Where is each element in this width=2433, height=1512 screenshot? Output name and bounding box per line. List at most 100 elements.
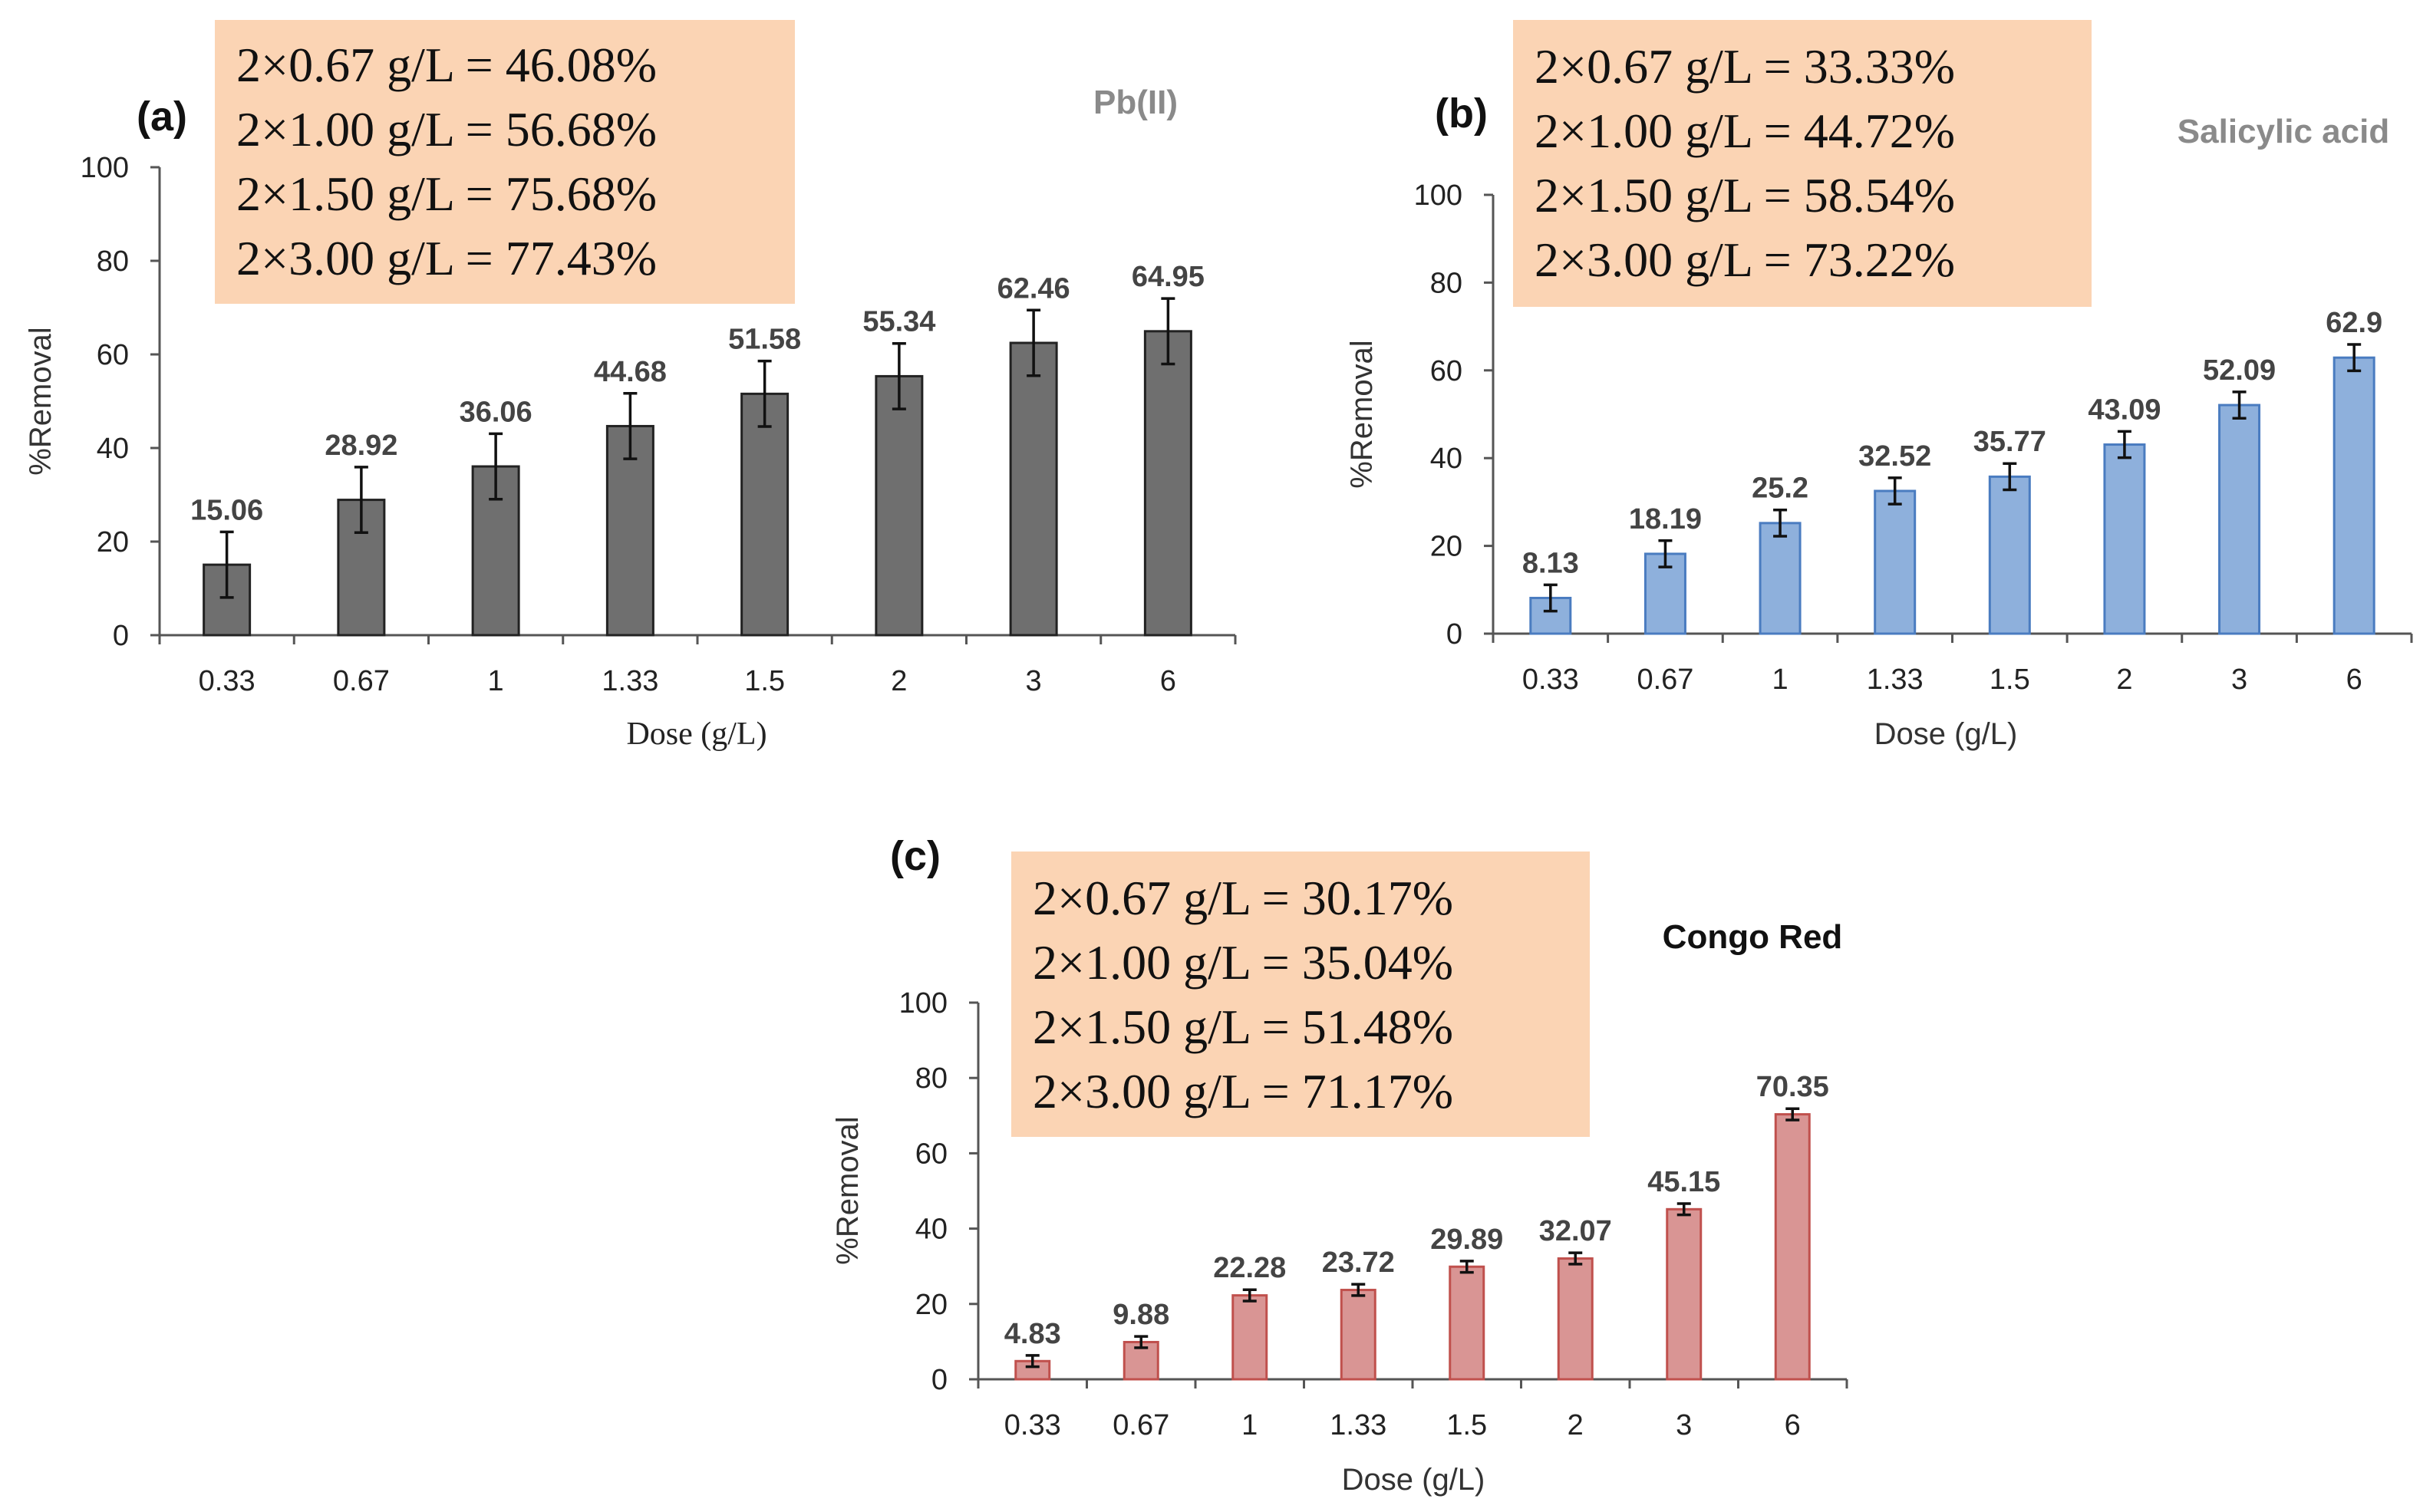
x-tick-label: 1.5 (1990, 664, 2030, 696)
x-tick-label: 2 (891, 665, 907, 697)
data-label: 64.95 (1132, 261, 1205, 293)
note-line: 2×1.00 g/L = 56.68% (236, 102, 657, 156)
data-label: 70.35 (1756, 1071, 1829, 1103)
note-line: 2×0.67 g/L = 46.08% (236, 38, 657, 92)
x-tick-label: 6 (1785, 1409, 1801, 1441)
note-box (215, 20, 795, 304)
data-label: 25.2 (1752, 473, 1808, 505)
panel-label: (c) (890, 833, 941, 879)
data-label: 32.07 (1539, 1215, 1612, 1247)
data-label: 32.52 (1858, 440, 1931, 473)
x-axis-title: Dose (g/L) (626, 716, 766, 752)
y-tick-label: 0 (931, 1364, 948, 1396)
y-tick-label: 20 (1430, 531, 1462, 563)
x-tick-label: 1.5 (744, 665, 785, 697)
y-axis-title: %Removal (24, 327, 58, 475)
x-tick-label: 1.33 (1330, 1409, 1386, 1441)
x-tick-label: 2 (1568, 1409, 1584, 1441)
note-line: 2×3.00 g/L = 71.17% (1033, 1064, 1453, 1118)
bar (1759, 522, 1802, 635)
x-tick-label: 1 (488, 665, 504, 697)
x-axis-title: Dose (g/L) (1874, 717, 2018, 751)
note-line: 2×1.50 g/L = 51.48% (1033, 1000, 1453, 1054)
y-tick-label: 80 (97, 245, 129, 278)
note-box (1011, 852, 1590, 1137)
y-tick-label: 100 (1414, 180, 1462, 212)
data-label: 35.77 (1973, 426, 2046, 458)
x-tick-label: 3 (1676, 1409, 1692, 1441)
bar (1666, 1207, 1703, 1381)
data-label: 55.34 (862, 306, 935, 338)
note-box (1513, 20, 2092, 307)
x-tick-label: 6 (2346, 664, 2362, 696)
note-line: 2×1.50 g/L = 75.68% (236, 166, 657, 221)
y-axis-title: %Removal (831, 1116, 865, 1264)
data-label: 4.83 (1004, 1318, 1061, 1350)
bar (740, 392, 790, 637)
x-tick-label: 1.33 (602, 665, 658, 697)
bar (1009, 341, 1058, 637)
x-tick-label: 3 (1026, 665, 1042, 697)
bar (1988, 475, 2031, 635)
bar (1774, 1113, 1811, 1381)
x-tick-label: 0.33 (199, 665, 255, 697)
panel-label: (a) (137, 94, 187, 140)
series-title: Congo Red (1663, 918, 1843, 956)
x-tick-label: 1 (1241, 1409, 1258, 1441)
note-line: 2×3.00 g/L = 73.22% (1535, 232, 1955, 287)
note-line: 2×3.00 g/L = 77.43% (236, 231, 657, 285)
chart-panel-1: 2×0.67 g/L = 46.08% 2×1.00 g/L = 56.68% 2×… (24, 20, 1237, 752)
bar (471, 465, 520, 637)
bar (1231, 1294, 1268, 1381)
x-tick-label: 0.33 (1004, 1409, 1061, 1441)
series-title: Salicylic acid (2178, 113, 2389, 150)
y-tick-label: 60 (97, 339, 129, 371)
chart-panel-3: 2×0.67 g/L = 30.17% 2×1.00 g/L = 35.04% 2×… (831, 833, 1848, 1497)
data-label: 44.68 (594, 356, 667, 388)
data-label: 8.13 (1522, 547, 1579, 579)
data-label: 22.28 (1213, 1252, 1286, 1284)
bar (1143, 330, 1192, 637)
panel-label: (b) (1435, 91, 1488, 137)
bar (875, 374, 924, 637)
x-tick-label: 0.67 (1113, 1409, 1169, 1441)
data-label: 28.92 (325, 430, 397, 462)
bar (2332, 356, 2375, 635)
data-label: 29.89 (1430, 1224, 1503, 1256)
chart-panel-2: 2×0.67 g/L = 33.33% 2×1.00 g/L = 44.72% 2×… (1345, 20, 2413, 751)
y-tick-label: 80 (915, 1062, 948, 1095)
note-line: 2×1.50 g/L = 58.54% (1535, 168, 1955, 222)
y-tick-label: 40 (97, 433, 129, 465)
y-tick-label: 40 (1430, 443, 1462, 475)
y-tick-label: 40 (915, 1214, 948, 1246)
y-tick-label: 20 (915, 1289, 948, 1321)
y-tick-label: 100 (81, 152, 129, 184)
y-tick-label: 0 (113, 620, 129, 652)
data-label: 52.09 (2203, 354, 2276, 387)
y-axis-title: %Removal (1345, 340, 1379, 488)
y-tick-label: 100 (899, 987, 948, 1020)
x-tick-label: 0.33 (1522, 664, 1579, 696)
bar (1449, 1265, 1485, 1381)
bar (1557, 1257, 1594, 1381)
y-tick-label: 20 (97, 526, 129, 558)
y-tick-label: 60 (915, 1138, 948, 1170)
bar (1340, 1289, 1376, 1381)
data-label: 62.46 (997, 272, 1070, 305)
x-tick-label: 6 (1160, 665, 1176, 697)
data-label: 43.09 (2088, 394, 2161, 426)
y-tick-label: 80 (1430, 267, 1462, 299)
x-tick-label: 3 (2231, 664, 2247, 696)
data-label: 18.19 (1629, 503, 1702, 535)
data-label: 62.9 (2326, 307, 2382, 339)
x-tick-label: 1 (1772, 664, 1788, 696)
x-tick-label: 1.33 (1867, 664, 1924, 696)
bar (2103, 443, 2146, 635)
data-label: 45.15 (1647, 1166, 1720, 1198)
bar (2218, 404, 2261, 635)
note-line: 2×1.00 g/L = 44.72% (1535, 104, 1955, 158)
series-title: Pb(II) (1093, 84, 1178, 121)
x-tick-label: 0.67 (1637, 664, 1693, 696)
note-line: 2×0.67 g/L = 30.17% (1033, 871, 1453, 925)
